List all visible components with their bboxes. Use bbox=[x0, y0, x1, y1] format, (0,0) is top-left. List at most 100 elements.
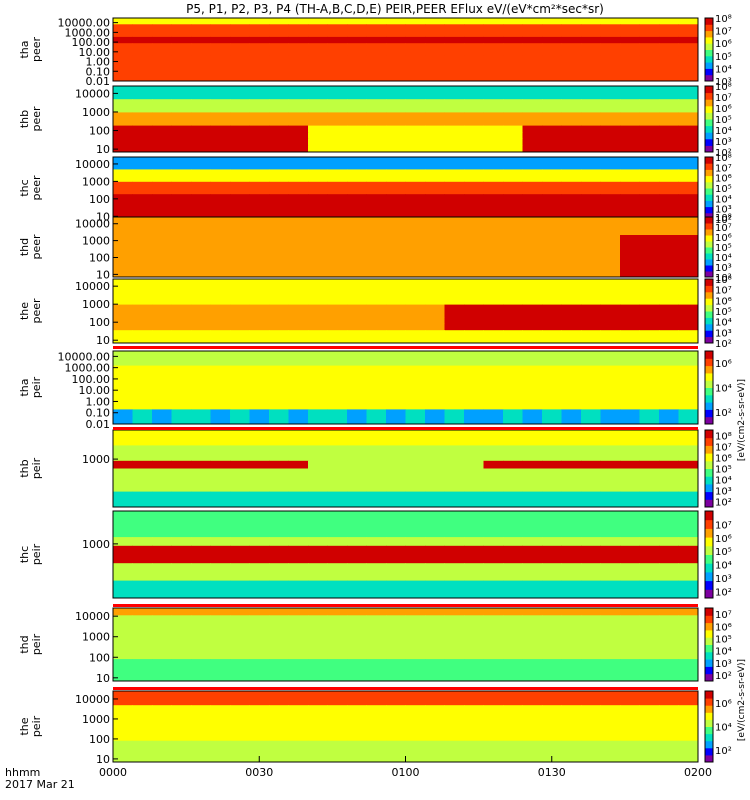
heatmap-cell bbox=[132, 317, 153, 325]
heatmap-cell bbox=[308, 563, 328, 573]
heatmap-cell bbox=[210, 453, 231, 462]
heatmap-cell bbox=[210, 483, 231, 493]
heatmap-cell bbox=[347, 460, 367, 469]
heatmap-cell bbox=[230, 229, 250, 236]
colorbar-segment bbox=[705, 445, 713, 454]
heatmap-cell bbox=[639, 259, 660, 266]
heatmap-cell bbox=[464, 747, 484, 756]
heatmap-cell bbox=[210, 726, 231, 735]
heatmap-cell bbox=[366, 571, 387, 582]
heatmap-cell bbox=[639, 402, 660, 410]
heatmap-cell bbox=[347, 217, 367, 224]
heatmap-cell bbox=[113, 637, 133, 645]
heatmap-cell bbox=[308, 499, 328, 508]
heatmap-cell bbox=[191, 49, 211, 57]
heatmap-cell bbox=[230, 499, 250, 508]
heatmap-cell bbox=[191, 712, 211, 720]
heatmap-cell bbox=[620, 330, 640, 338]
heatmap-cell bbox=[503, 499, 523, 508]
heatmap-cell bbox=[327, 351, 348, 359]
heatmap-cell bbox=[503, 200, 523, 208]
heatmap-cell bbox=[171, 554, 192, 564]
heatmap-cell bbox=[210, 644, 231, 653]
heatmap-cell bbox=[483, 132, 504, 140]
colorbar-segment bbox=[705, 323, 713, 331]
heatmap-cell bbox=[620, 291, 640, 299]
heatmap-cell bbox=[347, 511, 367, 521]
heatmap-cell bbox=[659, 754, 679, 763]
colorbar-segment bbox=[705, 666, 713, 675]
heatmap-cell bbox=[600, 157, 621, 164]
heatmap-cell bbox=[191, 351, 211, 359]
heatmap-cell bbox=[366, 181, 387, 189]
heatmap-cell bbox=[425, 719, 445, 727]
heatmap-cell bbox=[483, 181, 504, 189]
heatmap-cell bbox=[113, 259, 133, 266]
colorbar-segment bbox=[705, 30, 713, 38]
heatmap-cell bbox=[288, 259, 309, 266]
heatmap-cell bbox=[249, 291, 270, 299]
heatmap-cell bbox=[464, 430, 484, 439]
heatmap-cell bbox=[561, 279, 582, 286]
heatmap-cell bbox=[366, 217, 387, 224]
heatmap-cell bbox=[249, 372, 270, 381]
heatmap-cell bbox=[620, 86, 640, 94]
heatmap-cell bbox=[171, 241, 192, 248]
heatmap-cell bbox=[152, 430, 172, 439]
heatmap-cell bbox=[581, 754, 601, 763]
heatmap-cell bbox=[444, 55, 465, 63]
heatmap-cell bbox=[386, 105, 406, 113]
heatmap-cell bbox=[191, 145, 211, 153]
heatmap-cell bbox=[152, 511, 172, 521]
heatmap-cell bbox=[366, 726, 387, 735]
heatmap-cell bbox=[561, 589, 582, 599]
heatmap-cell bbox=[269, 387, 289, 396]
heatmap-cell bbox=[113, 330, 133, 338]
heatmap-cell bbox=[542, 437, 562, 446]
colorbar-segment bbox=[705, 112, 713, 120]
heatmap-cell bbox=[347, 253, 367, 260]
heatmap-cell bbox=[210, 223, 231, 230]
heatmap-cell bbox=[678, 740, 699, 749]
heatmap-cell bbox=[561, 235, 582, 242]
heatmap-cell bbox=[210, 673, 231, 682]
panel-frame bbox=[112, 85, 699, 153]
heatmap-cell bbox=[308, 666, 328, 675]
heatmap-cell bbox=[659, 380, 679, 388]
heatmap-cell bbox=[210, 358, 231, 367]
heatmap-cell bbox=[444, 445, 465, 454]
heatmap-cell bbox=[191, 437, 211, 446]
heatmap-cell bbox=[678, 387, 699, 396]
heatmap-cell bbox=[152, 747, 172, 756]
heatmap-cell bbox=[152, 194, 172, 201]
heatmap-cell bbox=[230, 119, 250, 127]
heatmap-cell bbox=[522, 719, 543, 727]
heatmap-cell bbox=[503, 468, 523, 477]
heatmap-cell bbox=[386, 733, 406, 742]
heatmap-cell bbox=[522, 323, 543, 331]
heatmap-cell bbox=[444, 304, 465, 312]
heatmap-cell bbox=[659, 241, 679, 248]
heatmap-cell bbox=[678, 217, 699, 224]
heatmap-cell bbox=[288, 217, 309, 224]
heatmap-cell bbox=[249, 622, 270, 631]
heatmap-cell bbox=[503, 157, 523, 164]
colorbar-tick-label: 10⁴ bbox=[715, 64, 732, 75]
heatmap-cell bbox=[639, 138, 660, 146]
heatmap-cell bbox=[483, 402, 504, 410]
heatmap-cell bbox=[464, 317, 484, 325]
heatmap-cell bbox=[405, 622, 426, 631]
heatmap-cell bbox=[191, 637, 211, 645]
heatmap-cell bbox=[425, 519, 445, 529]
heatmap-cell bbox=[600, 119, 621, 127]
heatmap-cell bbox=[327, 580, 348, 590]
heatmap-cell bbox=[464, 416, 484, 425]
heatmap-cell bbox=[425, 747, 445, 756]
heatmap-cell bbox=[503, 358, 523, 367]
heatmap-cell bbox=[425, 317, 445, 325]
heatmap-cell bbox=[522, 437, 543, 446]
heatmap-cell bbox=[171, 754, 192, 763]
heatmap-cell bbox=[347, 402, 367, 410]
heatmap-cell bbox=[386, 409, 406, 418]
heatmap-cell bbox=[542, 99, 562, 107]
